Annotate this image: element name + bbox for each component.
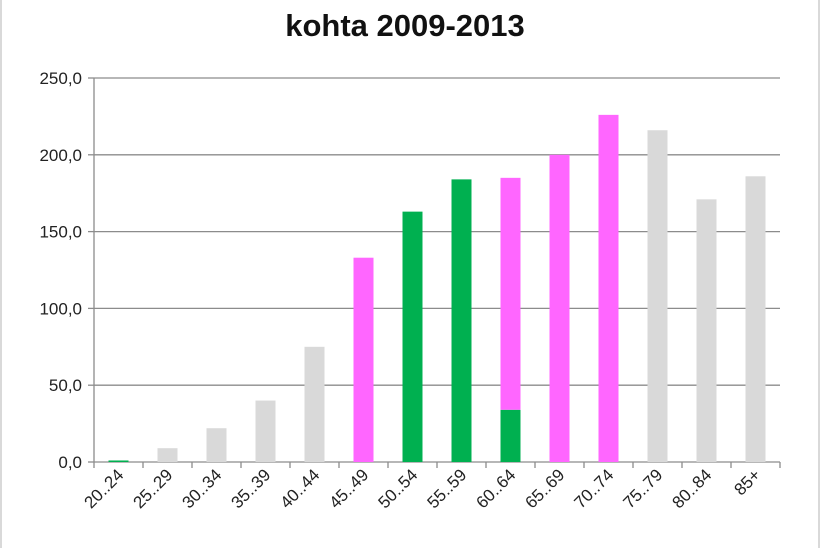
bar — [108, 460, 129, 462]
bar — [500, 409, 521, 462]
y-tick-label: 250,0 — [39, 69, 82, 88]
bar — [696, 199, 717, 462]
y-tick-label: 200,0 — [39, 146, 82, 165]
y-tick-label: 0,0 — [58, 453, 82, 472]
bar — [255, 400, 276, 462]
bar — [598, 114, 619, 462]
chart-title: kohta 2009-2013 — [285, 8, 525, 43]
bar — [353, 257, 374, 462]
bar — [206, 428, 227, 462]
x-tick-label: 25..29 — [129, 465, 176, 512]
y-tick-label: 150,0 — [39, 223, 82, 242]
x-tick-label: 60..64 — [472, 465, 519, 512]
x-tick-label: 70..74 — [570, 465, 617, 512]
bar — [647, 130, 668, 462]
y-tick-label: 50,0 — [49, 376, 82, 395]
x-tick-label: 20..24 — [80, 465, 127, 512]
bar — [304, 346, 325, 462]
bar — [451, 179, 472, 462]
bar — [745, 176, 766, 462]
x-tick-label: 80..84 — [668, 465, 715, 512]
bar — [549, 154, 570, 463]
y-tick-label: 100,0 — [39, 299, 82, 318]
bar — [402, 211, 423, 462]
x-tick-label: 75..79 — [619, 465, 666, 512]
x-tick-label: 65..69 — [521, 465, 568, 512]
x-tick-label: 85+ — [730, 465, 764, 499]
x-tick-label: 30..34 — [178, 465, 225, 512]
x-tick-label: 40..44 — [276, 465, 323, 512]
x-tick-label: 55..59 — [423, 465, 470, 512]
bar — [157, 448, 178, 462]
bar — [500, 177, 521, 410]
x-tick-label: 35..39 — [227, 465, 274, 512]
x-tick-label: 50..54 — [374, 465, 421, 512]
x-tick-label: 45..49 — [325, 465, 372, 512]
